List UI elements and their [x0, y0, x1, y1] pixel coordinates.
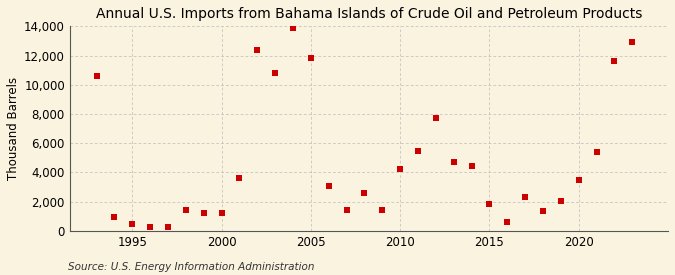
Point	[484, 202, 495, 206]
Point	[127, 222, 138, 227]
Point	[502, 220, 513, 224]
Point	[591, 150, 602, 154]
Point	[609, 58, 620, 63]
Point	[573, 178, 584, 182]
Point	[627, 40, 638, 45]
Point	[538, 209, 549, 213]
Point	[252, 48, 263, 52]
Point	[359, 191, 370, 195]
Point	[412, 149, 423, 153]
Point	[109, 215, 120, 219]
Y-axis label: Thousand Barrels: Thousand Barrels	[7, 77, 20, 180]
Point	[145, 224, 156, 229]
Point	[466, 164, 477, 168]
Point	[234, 176, 245, 180]
Point	[216, 211, 227, 216]
Point	[377, 208, 387, 212]
Point	[342, 208, 352, 213]
Point	[431, 116, 441, 120]
Point	[306, 56, 317, 61]
Point	[288, 26, 298, 30]
Point	[198, 210, 209, 215]
Point	[448, 160, 459, 164]
Point	[395, 167, 406, 171]
Point	[163, 225, 173, 229]
Point	[180, 208, 191, 212]
Point	[91, 74, 102, 78]
Title: Annual U.S. Imports from Bahama Islands of Crude Oil and Petroleum Products: Annual U.S. Imports from Bahama Islands …	[96, 7, 642, 21]
Text: Source: U.S. Energy Information Administration: Source: U.S. Energy Information Administ…	[68, 262, 314, 272]
Point	[323, 183, 334, 188]
Point	[270, 71, 281, 75]
Point	[556, 199, 566, 203]
Point	[520, 195, 531, 200]
